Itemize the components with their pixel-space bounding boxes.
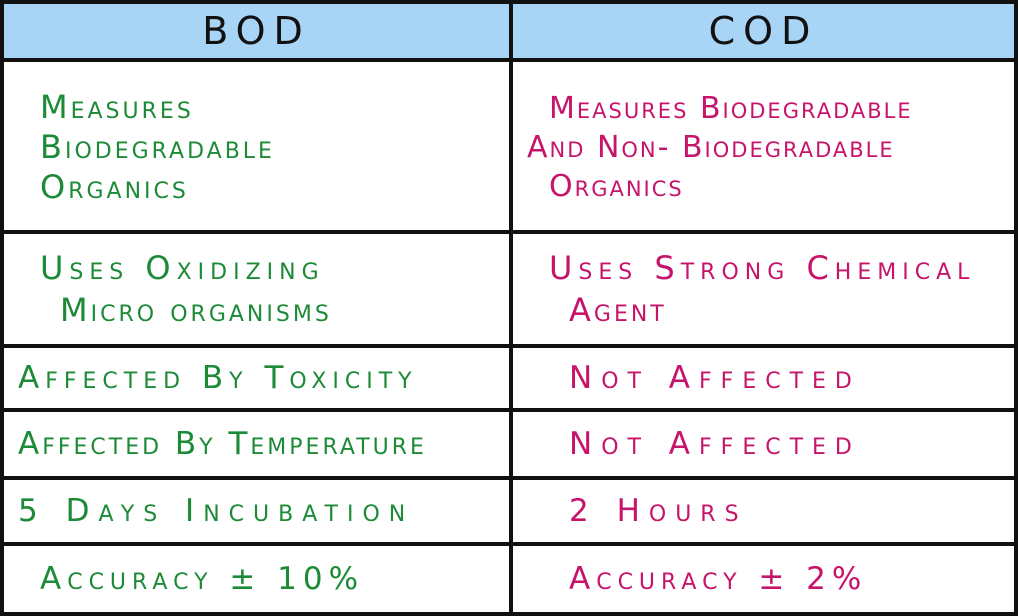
- row-6-cod-cell: Accuracy ± 2%: [513, 546, 1014, 612]
- row-2-cod-line-2: Agent: [569, 291, 667, 329]
- row-5-cod-line-1: 2 Hours: [569, 493, 748, 530]
- row-4-cod-cell: Not Affected: [513, 412, 1014, 480]
- row-1-bod-line-1: Measures: [40, 88, 194, 126]
- row-3-cod-line-1: Not Affected: [569, 360, 861, 397]
- header-cod-label: COD: [708, 9, 819, 53]
- row-4-bod-line-1: Affected By Temperature: [18, 426, 427, 463]
- row-2-bod-cell: Uses Oxidizing Micro organisms: [4, 234, 513, 348]
- header-cod: COD: [513, 4, 1014, 62]
- row-2-bod-line-1: Uses Oxidizing: [40, 249, 325, 288]
- row-3-bod-cell: Affected By Toxicity: [4, 348, 513, 412]
- row-3-bod-line-1: Affected By Toxicity: [18, 360, 418, 397]
- row-6-cod-line-1: Accuracy ± 2%: [569, 561, 868, 598]
- row-5-cod-cell: 2 Hours: [513, 480, 1014, 546]
- header-bod: BOD: [4, 4, 513, 62]
- row-5-bod-line-1: 5 Days Incubation: [18, 493, 415, 530]
- header-bod-label: BOD: [202, 9, 311, 53]
- row-1-bod-line-3: Organics: [40, 168, 189, 206]
- row-6-bod-line-1: Accuracy ± 10%: [40, 561, 365, 598]
- row-1-cod-line-1: Measures Biodegradable: [549, 90, 913, 126]
- row-1-cod-line-2: And Non- Biodegradable: [527, 129, 895, 165]
- row-2-bod-line-2: Micro organisms: [60, 291, 332, 329]
- row-1-bod-cell: Measures Biodegradable Organics: [4, 62, 513, 234]
- row-2-cod-cell: Uses Strong Chemical Agent: [513, 234, 1014, 348]
- row-1-bod-line-2: Biodegradable: [40, 128, 275, 166]
- row-5-bod-cell: 5 Days Incubation: [4, 480, 513, 546]
- row-1-cod-cell: Measures Biodegradable And Non- Biodegra…: [513, 62, 1014, 234]
- row-3-cod-cell: Not Affected: [513, 348, 1014, 412]
- row-1-cod-line-3: Organics: [549, 168, 684, 204]
- row-2-cod-line-1: Uses Strong Chemical: [549, 249, 976, 288]
- row-4-cod-line-1: Not Affected: [569, 426, 861, 463]
- row-6-bod-cell: Accuracy ± 10%: [4, 546, 513, 612]
- row-4-bod-cell: Affected By Temperature: [4, 412, 513, 480]
